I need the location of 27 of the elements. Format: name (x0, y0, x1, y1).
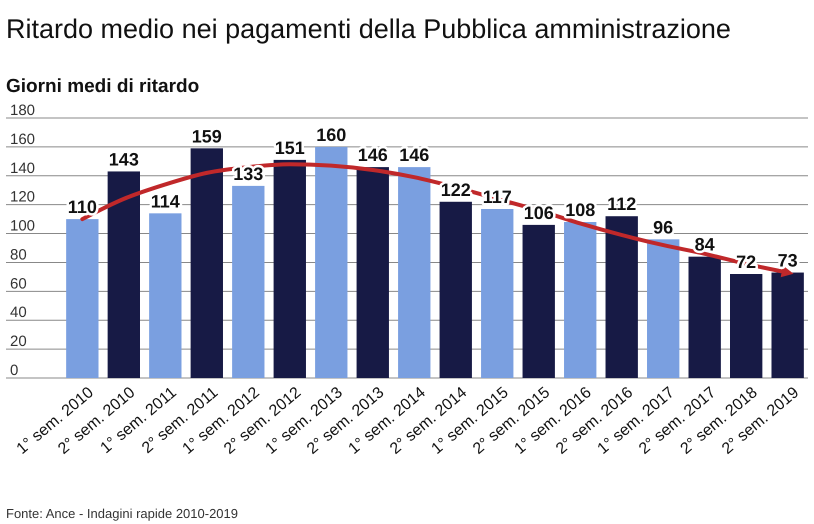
data-label: 160 (316, 124, 346, 145)
y-tick-label: 80 (10, 246, 27, 264)
data-label: 146 (358, 145, 388, 166)
data-label: 110 (68, 197, 97, 218)
data-label: 73 (778, 250, 798, 271)
chart-subtitle: Giorni medi di ritardo (6, 76, 200, 97)
data-label: 151 (274, 138, 305, 158)
source-note: Fonte: Ance - Indagini rapide 2010-2019 (6, 506, 238, 521)
y-tick-label: 0 (10, 362, 18, 379)
data-label: 143 (108, 149, 139, 170)
y-tick-label: 140 (10, 160, 36, 177)
y-tick-label: 180 (10, 102, 36, 119)
data-label: 133 (233, 164, 264, 184)
y-tick-label: 60 (10, 275, 27, 292)
data-label: 108 (565, 200, 596, 220)
chart-title: Ritardo medio nei pagamenti della Pubblica amministrazione (6, 14, 731, 44)
data-label: 84 (694, 234, 715, 255)
y-tick-label: 20 (10, 333, 27, 350)
y-tick-label: 120 (10, 188, 36, 206)
y-tick-label: 160 (10, 130, 36, 148)
data-label: 146 (399, 145, 430, 166)
data-label: 159 (192, 126, 222, 146)
y-tick-label: 100 (10, 218, 36, 235)
y-tick-label: 40 (10, 304, 27, 322)
data-label: 114 (150, 191, 180, 212)
data-label: 112 (607, 194, 636, 214)
data-label: 96 (653, 217, 674, 238)
